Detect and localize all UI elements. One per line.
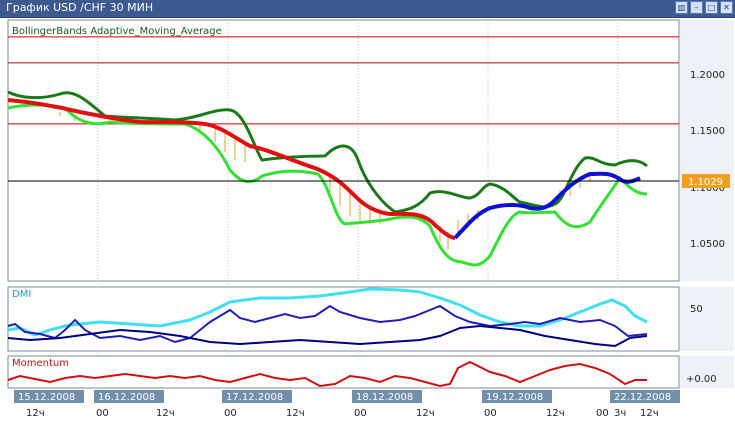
date-tag [222,390,292,403]
close-button[interactable]: ✕ [720,1,733,14]
date-tag [610,390,680,403]
momentum-plot-frame [7,355,680,389]
window-titlebar: График USD /CHF 30 МИН ▥ – □ ✕ [0,0,735,18]
y-tick-label: 1.1000 [690,183,725,194]
dmi-plus-line [7,287,648,337]
date-tag-label: 16.12.2008 [98,392,155,403]
maximize-button[interactable]: □ [705,1,718,14]
momentum-y-tick: +0.00 [686,374,717,385]
dmi-axis-area [680,287,734,351]
minimize-button[interactable]: – [690,1,703,14]
date-tag-label: 17.12.2008 [226,392,283,403]
date-tag-label: 15.12.2008 [18,392,75,403]
date-tag-label: 18.12.2008 [356,392,413,403]
x-axis-hours: 12ч 00 12ч 00 12ч 00 12ч 00 12ч 00 3ч 12… [26,408,659,419]
date-tag [14,390,84,403]
dmi-label: DMI [12,289,31,300]
hour-label: 00 [484,408,497,419]
hour-label: 12ч [546,408,565,419]
hour-label: 12ч [286,408,305,419]
hour-label: 3ч [614,408,626,419]
y-tick-label: 1.0500 [690,239,725,250]
hour-label: 12ч [416,408,435,419]
hour-label: 00 [354,408,367,419]
y-tick-label: 1.2000 [690,70,725,81]
window-title: График USD /CHF 30 МИН [6,1,154,14]
date-tag-label: 19.12.2008 [486,392,543,403]
date-tag-label: 22.12.2008 [614,392,671,403]
window-controls: ▥ – □ ✕ [675,1,733,14]
current-price-value: 1.1029 [688,177,723,188]
ama-line-blue [453,171,641,240]
main-axis-area [680,20,734,281]
y-tick-label: 1.1500 [690,126,725,137]
main-indicator-label: BollingerBands Adaptive_Moving_Average [12,26,222,37]
ama-line-red [7,98,456,240]
upper-band-line [7,90,648,214]
momentum-line [7,360,647,388]
date-tag [482,390,552,403]
dmi-adx-line [7,324,648,348]
momentum-axis-area [680,356,734,388]
hour-label: 00 [224,408,237,419]
dmi-y-tick: 50 [690,304,703,315]
x-axis-dates: 15.12.2008 16.12.2008 17.12.2008 18.12.2… [14,390,680,403]
date-tag [352,390,422,403]
hour-label: 00 [596,408,609,419]
main-plot-frame [7,19,680,282]
main-y-axis: 1.2000 1.1500 1.1000 1.0500 [690,70,725,250]
hour-label: 12ч [26,408,45,419]
date-tag [94,390,164,403]
hour-label: 12ч [640,408,659,419]
hour-label: 00 [96,408,109,419]
momentum-label: Momentum [12,358,69,369]
dmi-minus-line [7,304,648,344]
hour-label: 12ч [156,408,175,419]
tile-icon[interactable]: ▥ [675,1,688,14]
current-price-badge [682,174,730,188]
